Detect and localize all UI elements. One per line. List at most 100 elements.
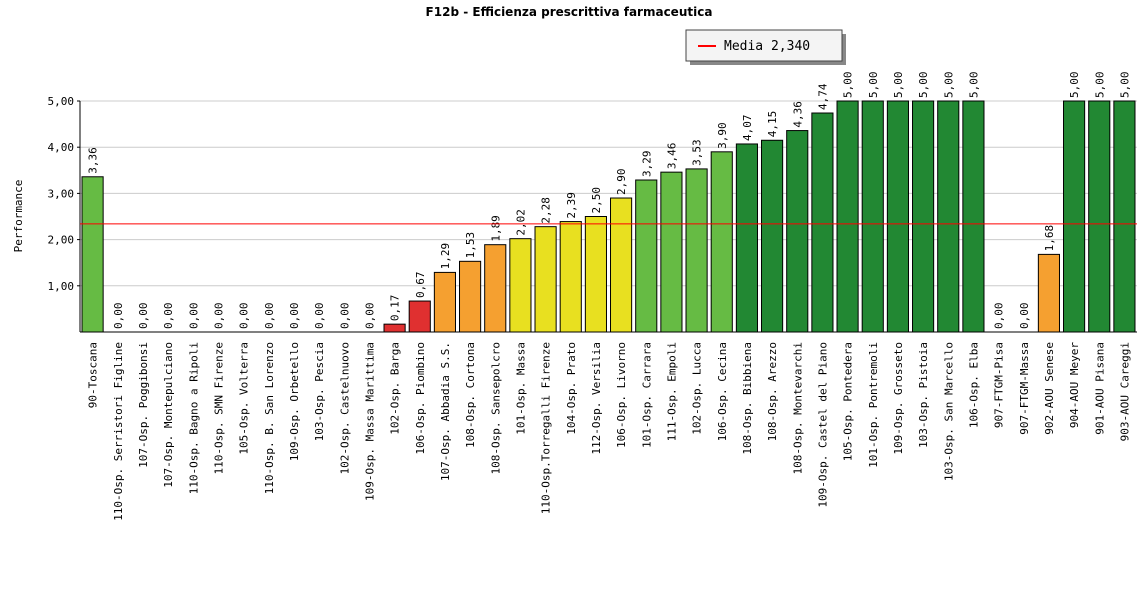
x-tick-label: 102-Osp. Castelnuovo — [338, 342, 351, 474]
x-tick-label: 907-FTGM-Pisa — [993, 342, 1006, 428]
x-tick-label: 101-Osp. Massa — [514, 342, 527, 435]
value-label: 2,90 — [615, 169, 628, 196]
value-label: 0,00 — [338, 303, 351, 330]
y-tick-label: 3,00 — [48, 187, 75, 200]
value-label: 0,00 — [313, 303, 326, 330]
bar — [660, 171, 683, 333]
value-label: 0,00 — [238, 303, 251, 330]
value-label: 4,07 — [741, 114, 754, 141]
value-label: 5,00 — [967, 72, 980, 99]
bar — [383, 323, 406, 333]
value-label: 0,67 — [414, 272, 427, 299]
value-label: 4,74 — [816, 83, 829, 110]
x-tick-label: 106-Osp. Piombino — [414, 342, 427, 455]
bar — [1088, 100, 1111, 333]
x-tick-label: 108-Osp. Bibbiena — [741, 342, 754, 455]
x-tick-label: 109-Osp. Massa Marittima — [363, 342, 376, 501]
bar — [836, 100, 859, 333]
bar — [484, 244, 507, 333]
bar — [81, 176, 104, 333]
bar — [559, 221, 582, 333]
bar — [1037, 253, 1060, 333]
value-label: 0,00 — [263, 303, 276, 330]
y-axis-label: Performance — [12, 180, 25, 253]
bar — [786, 130, 809, 333]
bar — [635, 179, 658, 333]
value-label: 5,00 — [1118, 72, 1131, 99]
value-label: 2,50 — [590, 187, 603, 214]
value-label: 0,17 — [389, 295, 402, 322]
x-tick-label: 106-Osp. Cecina — [716, 342, 729, 441]
bar — [861, 100, 884, 333]
x-tick-label: 107-Osp. Montepulciano — [162, 342, 175, 488]
x-tick-label: 904-AOU Meyer — [1068, 342, 1081, 428]
x-tick-label: 901-AOU Pisana — [1093, 342, 1106, 435]
value-label: 0,00 — [212, 303, 225, 330]
value-label: 5,00 — [917, 72, 930, 99]
value-label: 5,00 — [892, 72, 905, 99]
x-tick-label: 110-Osp. SMN Firenze — [212, 342, 225, 474]
x-tick-label: 110-Osp. Bagno a Ripoli — [187, 342, 200, 494]
value-label: 4,36 — [791, 101, 804, 128]
value-label: 4,15 — [766, 111, 779, 138]
bar — [937, 100, 960, 333]
x-tick-label: 907-FTGM-Massa — [1018, 342, 1031, 435]
value-label: 3,36 — [87, 147, 100, 174]
y-tick-label: 1,00 — [48, 280, 75, 293]
x-tick-label: 106-Osp. Elba — [967, 342, 980, 428]
x-tick-label: 105-Osp. Volterra — [238, 342, 251, 455]
bar — [811, 112, 834, 333]
value-label: 1,53 — [464, 232, 477, 259]
x-tick-label: 108-Osp. Cortona — [464, 342, 477, 448]
value-label: 0,00 — [112, 303, 125, 330]
x-tick-label: 107-Osp. Abbadia S.S. — [439, 342, 452, 481]
bar — [1113, 100, 1136, 333]
x-tick-label: 111-Osp. Empoli — [665, 342, 678, 441]
value-label: 3,53 — [691, 139, 704, 166]
value-label: 2,39 — [565, 192, 578, 219]
value-label: 3,90 — [716, 122, 729, 149]
value-label: 0,00 — [363, 303, 376, 330]
x-tick-label: 108-Osp. Arezzo — [766, 342, 779, 441]
bar — [1063, 100, 1086, 333]
x-tick-label: 102-Osp. Barga — [389, 342, 402, 435]
value-label: 1,68 — [1043, 225, 1056, 252]
bar — [710, 151, 733, 333]
bar — [584, 216, 607, 333]
bar — [962, 100, 985, 333]
bar — [610, 197, 633, 333]
bar — [886, 100, 909, 333]
value-label: 2,28 — [540, 197, 553, 224]
value-label: 5,00 — [1068, 72, 1081, 99]
bar — [459, 260, 482, 333]
bar — [912, 100, 935, 333]
value-label: 0,00 — [137, 303, 150, 330]
x-tick-label: 903-AOU Careggi — [1118, 342, 1131, 441]
value-label: 5,00 — [867, 72, 880, 99]
bar — [735, 143, 758, 333]
bar — [534, 226, 557, 333]
x-tick-label: 108-Osp. Sansepolcro — [489, 342, 502, 474]
value-label: 5,00 — [1093, 72, 1106, 99]
value-label: 0,00 — [993, 303, 1006, 330]
value-label: 5,00 — [842, 72, 855, 99]
value-label: 1,29 — [439, 243, 452, 270]
legend-label: Media 2,340 — [724, 39, 810, 54]
x-tick-label: 109-Osp. Castel del Piano — [816, 342, 829, 508]
value-label: 5,00 — [942, 72, 955, 99]
x-tick-label: 103-Osp. San Marcello — [942, 342, 955, 481]
x-tick-label: 102-Osp. Lucca — [691, 342, 704, 435]
value-label: 3,46 — [665, 143, 678, 170]
x-tick-label: 110-Osp.Torregalli Firenze — [540, 342, 553, 514]
bar — [433, 271, 456, 333]
value-label: 3,29 — [640, 151, 653, 178]
x-tick-label: 109-Osp. Orbetello — [288, 342, 301, 461]
value-label: 2,02 — [514, 209, 527, 236]
bar — [408, 300, 431, 333]
x-tick-label: 105-Osp. Pontedera — [842, 342, 855, 461]
x-tick-label: 104-Osp. Prato — [565, 342, 578, 435]
value-label: 0,00 — [288, 303, 301, 330]
bar — [685, 168, 708, 333]
x-tick-label: 90-Toscana — [87, 342, 100, 408]
